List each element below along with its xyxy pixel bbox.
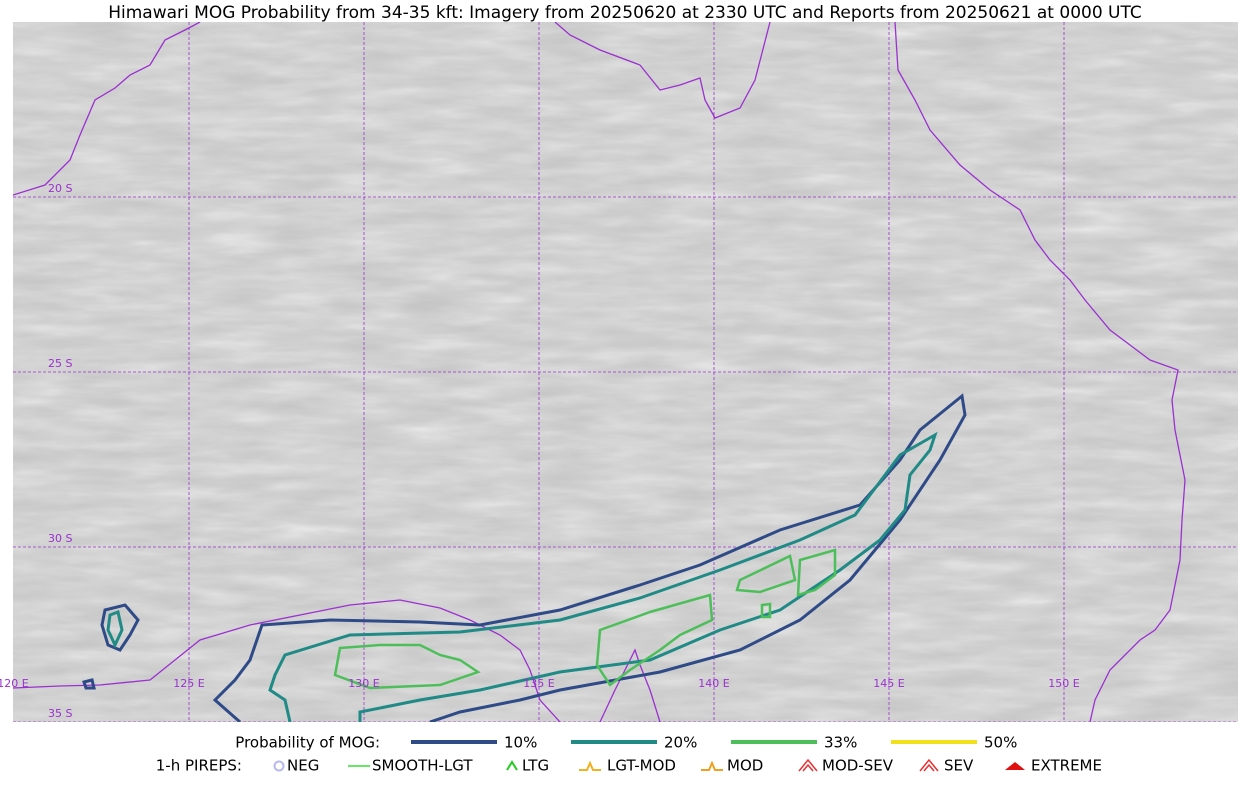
pirep-label: MOD <box>727 757 763 775</box>
coastlines <box>13 22 1186 722</box>
pirep-icon <box>579 760 601 771</box>
contour-20 <box>106 609 124 649</box>
lat-label: 35 S <box>48 707 72 720</box>
pirep-label: SEV <box>944 757 974 775</box>
legend-label: 50% <box>984 734 1017 752</box>
lon-label: 120 E <box>0 677 29 690</box>
pirep-label: EXTREME <box>1031 757 1102 775</box>
lat-label: 20 S <box>48 182 72 195</box>
legend-label: 33% <box>824 734 857 752</box>
legend-title: 1-h PIREPS: <box>156 757 242 775</box>
lat-label: 30 S <box>48 532 72 545</box>
lon-label: 135 E <box>523 677 554 690</box>
contour-33 <box>333 643 481 690</box>
lon-label: 140 E <box>698 677 729 690</box>
pirep-icon <box>701 760 723 771</box>
contour-33 <box>595 593 714 687</box>
contour-10 <box>82 678 96 690</box>
legend: Probability of MOG: 10% 20% 33% 50% 1-h PIREP… <box>156 734 1102 775</box>
contour-20 <box>268 431 938 722</box>
pirep-icon <box>1005 762 1025 770</box>
map <box>13 22 1238 722</box>
pirep-label: SMOOTH-LGT <box>372 757 473 775</box>
pirep-label: LGT-MOD <box>607 757 676 775</box>
legend-title: Probability of MOG: <box>235 734 380 752</box>
legend-label: 20% <box>664 734 697 752</box>
pirep-icon <box>273 760 285 772</box>
coastline <box>13 599 561 722</box>
coastline <box>13 22 201 196</box>
pirep-icon <box>798 758 818 772</box>
lon-label: 150 E <box>1048 677 1079 690</box>
coastline <box>554 22 771 119</box>
lat-label: 25 S <box>48 357 72 370</box>
lon-label: 125 E <box>173 677 204 690</box>
title: Himawari MOG Probability from 34-35 kft:… <box>108 3 1142 23</box>
lon-label: 130 E <box>348 677 379 690</box>
legend-label: 10% <box>504 734 537 752</box>
contour-33 <box>796 548 837 597</box>
contour-10 <box>212 393 967 722</box>
pirep-label: NEG <box>287 757 319 775</box>
coastline <box>599 648 661 722</box>
contour-33 <box>760 602 772 619</box>
coastline <box>894 22 1186 722</box>
graticule <box>13 22 1238 722</box>
contour-33 <box>735 554 797 594</box>
lon-label: 145 E <box>873 677 904 690</box>
pirep-icon <box>919 758 939 772</box>
pirep-label: LTG <box>522 757 549 775</box>
pirep-icon <box>506 760 518 771</box>
contour-10 <box>100 603 140 652</box>
mog-contours <box>82 393 967 722</box>
pirep-label: MOD-SEV <box>822 757 894 775</box>
